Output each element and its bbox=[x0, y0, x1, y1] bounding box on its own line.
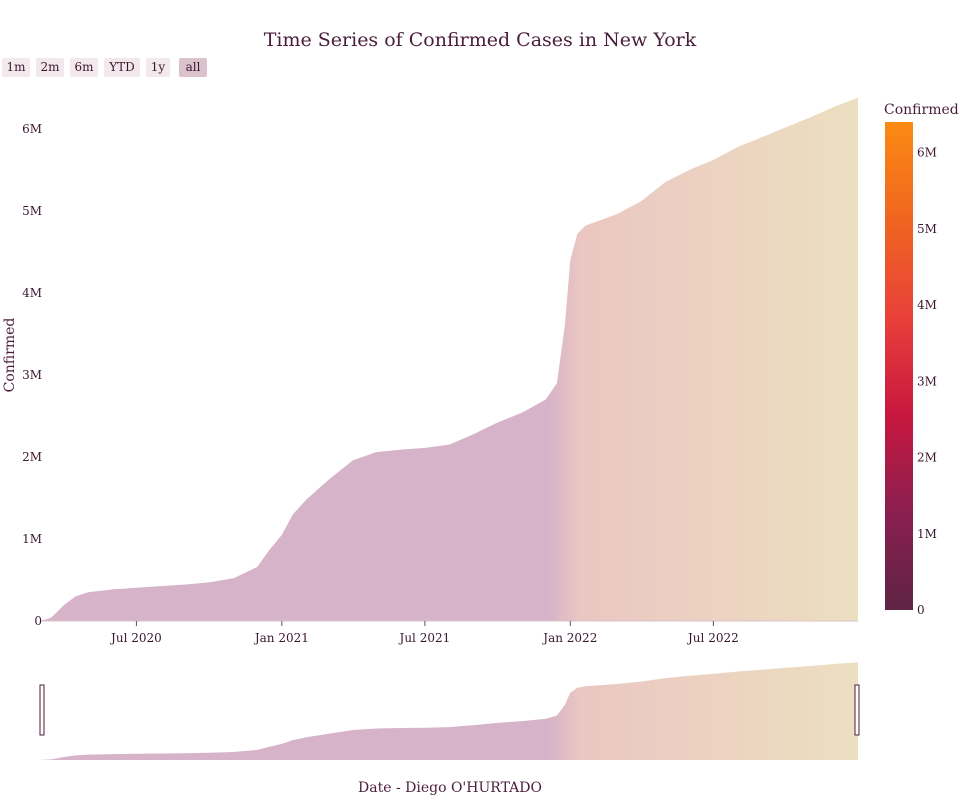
main-plot[interactable] bbox=[40, 97, 858, 622]
range-button-2m[interactable]: 2m bbox=[36, 58, 64, 77]
range-button-all[interactable]: all bbox=[179, 58, 207, 77]
y-axis-title: Confirmed bbox=[2, 318, 18, 393]
y-tick-label: 1M bbox=[22, 532, 42, 546]
range-button-ytd[interactable]: YTD bbox=[104, 58, 140, 77]
y-tick-label: 2M bbox=[22, 450, 42, 464]
range-slider-area bbox=[40, 662, 858, 760]
range-slider-left-handle[interactable] bbox=[39, 684, 45, 736]
y-tick-label: 5M bbox=[22, 204, 42, 218]
range-button-6m[interactable]: 6m bbox=[70, 58, 98, 77]
range-slider-right-handle[interactable] bbox=[854, 684, 860, 736]
x-axis: Jul 2020 Jan 2021 Jul 2021 Jan 2022 Jul 2022 bbox=[109, 621, 739, 645]
colorbar-tick-label: 2M bbox=[917, 451, 937, 465]
x-tick-label: Jul 2020 bbox=[109, 631, 162, 645]
colorbar-tick-label: 4M bbox=[917, 298, 937, 312]
range-button-1m[interactable]: 1m bbox=[2, 58, 30, 77]
colorbar-tick-label: 3M bbox=[917, 374, 937, 388]
y-tick-label: 4M bbox=[22, 286, 42, 300]
x-axis-title: Date - Diego O'HURTADO bbox=[358, 780, 542, 796]
x-tick-label: Jan 2021 bbox=[253, 631, 309, 645]
colorbar-tick-label: 5M bbox=[917, 222, 937, 236]
range-button-1y[interactable]: 1y bbox=[146, 58, 170, 77]
colorbar: Confirmed 0 1M 2M 3M 4M 5M 6M bbox=[884, 102, 959, 617]
chart-title: Time Series of Confirmed Cases in New Yo… bbox=[264, 29, 697, 51]
colorbar-scale bbox=[885, 122, 913, 610]
x-tick-label: Jul 2021 bbox=[398, 631, 451, 645]
colorbar-title: Confirmed bbox=[884, 102, 959, 118]
x-tick-label: Jul 2022 bbox=[686, 631, 739, 645]
x-tick-label: Jan 2022 bbox=[541, 631, 597, 645]
y-axis: 0 1M 2M 3M 4M 5M 6M bbox=[22, 122, 42, 628]
y-tick-label: 6M bbox=[22, 122, 42, 136]
y-tick-label: 0 bbox=[34, 614, 42, 628]
range-slider[interactable] bbox=[39, 662, 860, 760]
y-tick-label: 3M bbox=[22, 368, 42, 382]
colorbar-tick-label: 6M bbox=[917, 146, 937, 160]
colorbar-tick-label: 1M bbox=[917, 527, 937, 541]
confirmed-area bbox=[40, 97, 858, 622]
colorbar-tick-label: 0 bbox=[917, 603, 925, 617]
